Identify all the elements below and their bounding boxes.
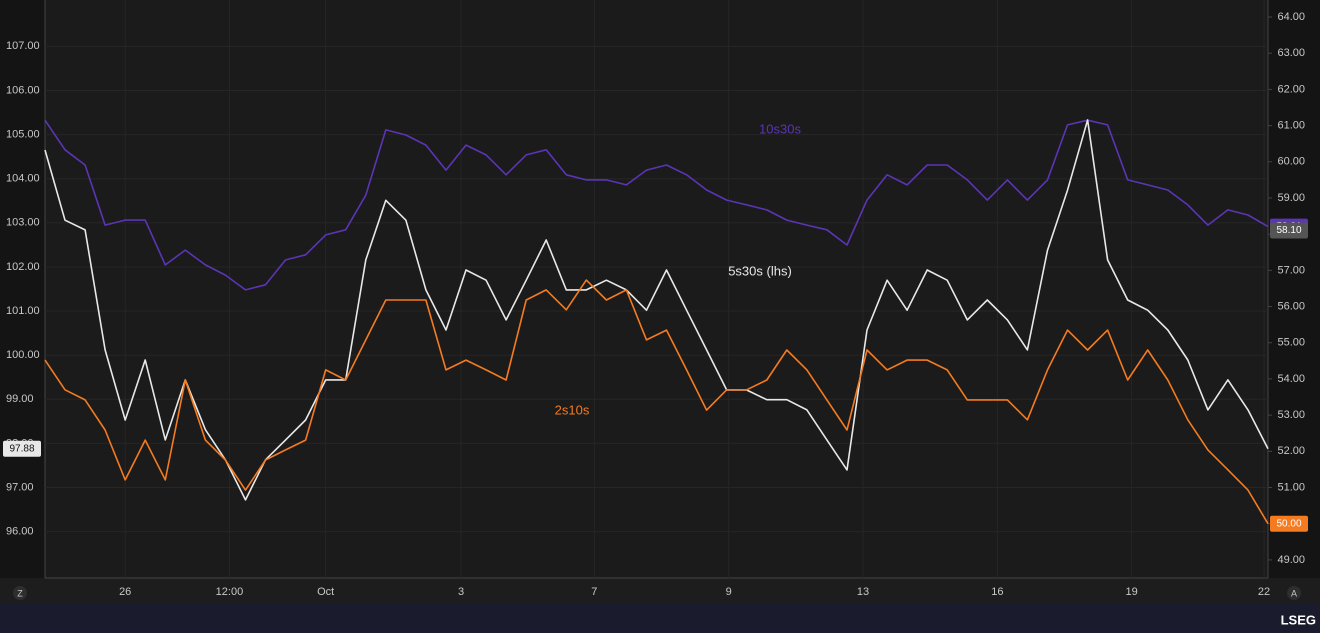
y2-tick-label: 49.00	[1277, 554, 1305, 566]
series-name: 2s10s	[555, 402, 590, 417]
y2-tick-label: 60.00	[1277, 156, 1305, 168]
series-name: 10s30s	[759, 121, 801, 136]
x-tick-label: 3	[458, 586, 464, 598]
series-line	[44, 119, 1269, 291]
y-tick-label: 104.00	[6, 173, 40, 185]
y2-tick-label: 54.00	[1277, 373, 1305, 385]
y-tick-label: 100.00	[6, 349, 40, 361]
series-line	[44, 119, 1269, 501]
corner-button[interactable]	[13, 586, 27, 600]
corner-label[interactable]: A	[1291, 588, 1297, 598]
y-tick-label: 101.00	[6, 305, 40, 317]
x-tick-label: 7	[591, 586, 597, 598]
x-tick-label: 12:00	[216, 586, 244, 598]
last-value-label: 50.00	[1276, 518, 1301, 529]
y-tick-label: 105.00	[6, 128, 40, 140]
y2-tick-label: 52.00	[1277, 445, 1305, 457]
y2-tick-label: 57.00	[1277, 264, 1305, 276]
series-line	[44, 279, 1269, 525]
y2-tick-label: 61.00	[1277, 119, 1305, 131]
y-tick-label: 97.00	[6, 481, 34, 493]
footer	[0, 604, 1320, 633]
y2-tick-label: 56.00	[1277, 300, 1305, 312]
last-value-label: 97.88	[9, 443, 34, 454]
corner-button[interactable]	[1287, 586, 1301, 600]
y-tick-label: 102.00	[6, 261, 40, 273]
x-tick-label: 16	[991, 586, 1003, 598]
x-tick-label: 22	[1258, 586, 1270, 598]
y-tick-label: 107.00	[6, 40, 40, 52]
corner-label[interactable]: Z	[17, 588, 23, 598]
y2-tick-label: 64.00	[1277, 11, 1305, 23]
price-label-box	[1270, 222, 1308, 239]
last-value-box	[1270, 515, 1308, 532]
y2-tick-label: 55.00	[1277, 337, 1305, 349]
y-tick-label: 96.00	[6, 526, 34, 538]
y2-tick-label: 53.00	[1277, 409, 1305, 421]
x-axis-strip	[0, 578, 1320, 604]
x-tick-label: 26	[119, 586, 131, 598]
y-tick-label: 106.00	[6, 84, 40, 96]
x-tick-label: 13	[857, 586, 869, 598]
y2-tick-label: 51.00	[1277, 481, 1305, 493]
x-tick-label: 9	[726, 586, 732, 598]
y-tick-label: 99.00	[6, 393, 34, 405]
x-tick-label: Oct	[317, 586, 334, 598]
brand: LSEG	[1281, 612, 1316, 627]
series-name: 5s30s (lhs)	[728, 263, 792, 278]
y2-tick-label: 59.00	[1277, 192, 1305, 204]
y2-tick-label: 63.00	[1277, 47, 1305, 59]
x-tick-label: 19	[1126, 586, 1138, 598]
y2-tick-label: 62.00	[1277, 83, 1305, 95]
price-label: 58.10	[1276, 225, 1301, 236]
last-value-box	[3, 440, 41, 457]
y-tick-label: 103.00	[6, 217, 40, 229]
